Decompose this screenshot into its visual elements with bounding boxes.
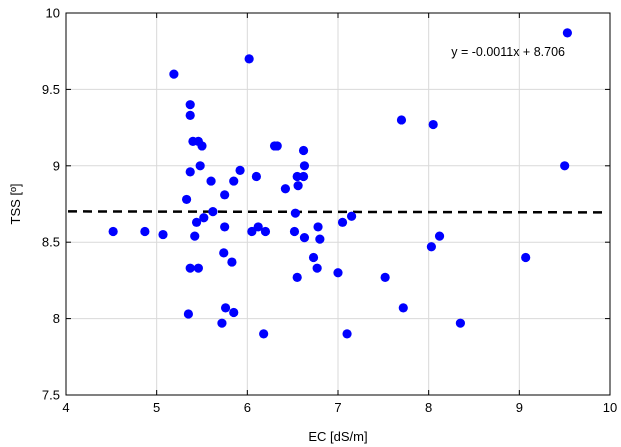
data-point <box>181 194 192 205</box>
data-point <box>185 100 195 110</box>
trend-equation: y = -0.0011x + 8.706 <box>451 45 565 59</box>
y-tick-label: 10 <box>46 6 60 21</box>
data-point <box>206 176 216 186</box>
data-point <box>259 329 269 339</box>
data-point <box>455 318 465 328</box>
y-axis-label: TSS [º] <box>8 184 23 225</box>
data-point <box>158 229 168 240</box>
trend-line <box>67 210 609 214</box>
y-tick-labels: 7.5 8 8.5 9 9.5 10 <box>42 6 60 403</box>
data-point <box>251 171 261 182</box>
data-point <box>434 231 445 241</box>
y-tick-label: 7.5 <box>42 388 60 403</box>
data-point <box>227 257 237 267</box>
data-point <box>299 233 310 243</box>
x-axis-label: EC [dS/m] <box>308 429 367 444</box>
data-point <box>426 242 436 252</box>
data-point <box>190 231 200 241</box>
x-tick-label: 5 <box>153 400 160 415</box>
x-tick-label: 7 <box>334 400 341 415</box>
data-point <box>183 309 193 319</box>
data-point <box>347 211 357 221</box>
data-point <box>197 141 207 151</box>
data-point <box>260 226 271 237</box>
data-point <box>220 190 230 200</box>
data-point <box>280 184 291 194</box>
data-point <box>292 272 302 282</box>
x-tick-labels: 4 5 6 7 8 9 10 <box>62 400 617 415</box>
data-point <box>185 167 195 177</box>
axis-ticks <box>65 12 611 396</box>
x-tick-label: 9 <box>516 400 523 415</box>
data-point <box>292 171 302 182</box>
data-point <box>396 115 407 125</box>
data-point <box>337 217 348 227</box>
data-point <box>333 268 343 278</box>
data-point <box>289 226 300 237</box>
data-point <box>299 161 310 171</box>
data-point <box>298 171 309 182</box>
data-point <box>521 252 531 263</box>
data-point <box>140 226 150 237</box>
data-point <box>560 161 570 171</box>
y-tick-label: 8.5 <box>42 235 60 250</box>
data-point <box>220 222 230 232</box>
data-point <box>313 222 323 232</box>
data-point <box>195 161 205 171</box>
data-point <box>185 263 195 273</box>
data-point <box>229 307 239 318</box>
data-point <box>293 181 303 191</box>
data-point <box>253 222 263 232</box>
data-point <box>312 263 322 273</box>
data-point <box>428 119 438 130</box>
data-point <box>398 303 408 313</box>
data-point <box>380 272 390 282</box>
data-point <box>208 207 218 217</box>
data-point <box>220 303 231 313</box>
data-point <box>219 248 229 258</box>
data-point <box>185 110 195 120</box>
data-point <box>298 145 309 156</box>
data-point <box>308 252 319 263</box>
data-point <box>217 318 227 328</box>
data-point <box>193 263 203 273</box>
y-tick-label: 8 <box>53 311 60 326</box>
x-tick-label: 8 <box>425 400 432 415</box>
data-point <box>191 217 202 227</box>
data-point <box>229 176 239 186</box>
data-point <box>199 213 209 223</box>
data-points <box>108 28 572 339</box>
grid-lines <box>66 13 610 395</box>
data-point <box>315 234 325 244</box>
data-point <box>169 69 179 79</box>
y-tick-label: 9.5 <box>42 82 60 97</box>
data-point <box>290 208 300 218</box>
x-tick-label: 10 <box>603 400 617 415</box>
x-tick-label: 4 <box>62 400 69 415</box>
data-point <box>562 28 572 38</box>
data-point <box>272 141 282 151</box>
data-point <box>247 226 257 237</box>
data-point <box>244 54 254 64</box>
data-point <box>108 226 118 237</box>
x-tick-label: 6 <box>244 400 251 415</box>
data-point <box>342 329 352 339</box>
y-tick-label: 9 <box>53 158 60 173</box>
data-point <box>235 165 245 175</box>
